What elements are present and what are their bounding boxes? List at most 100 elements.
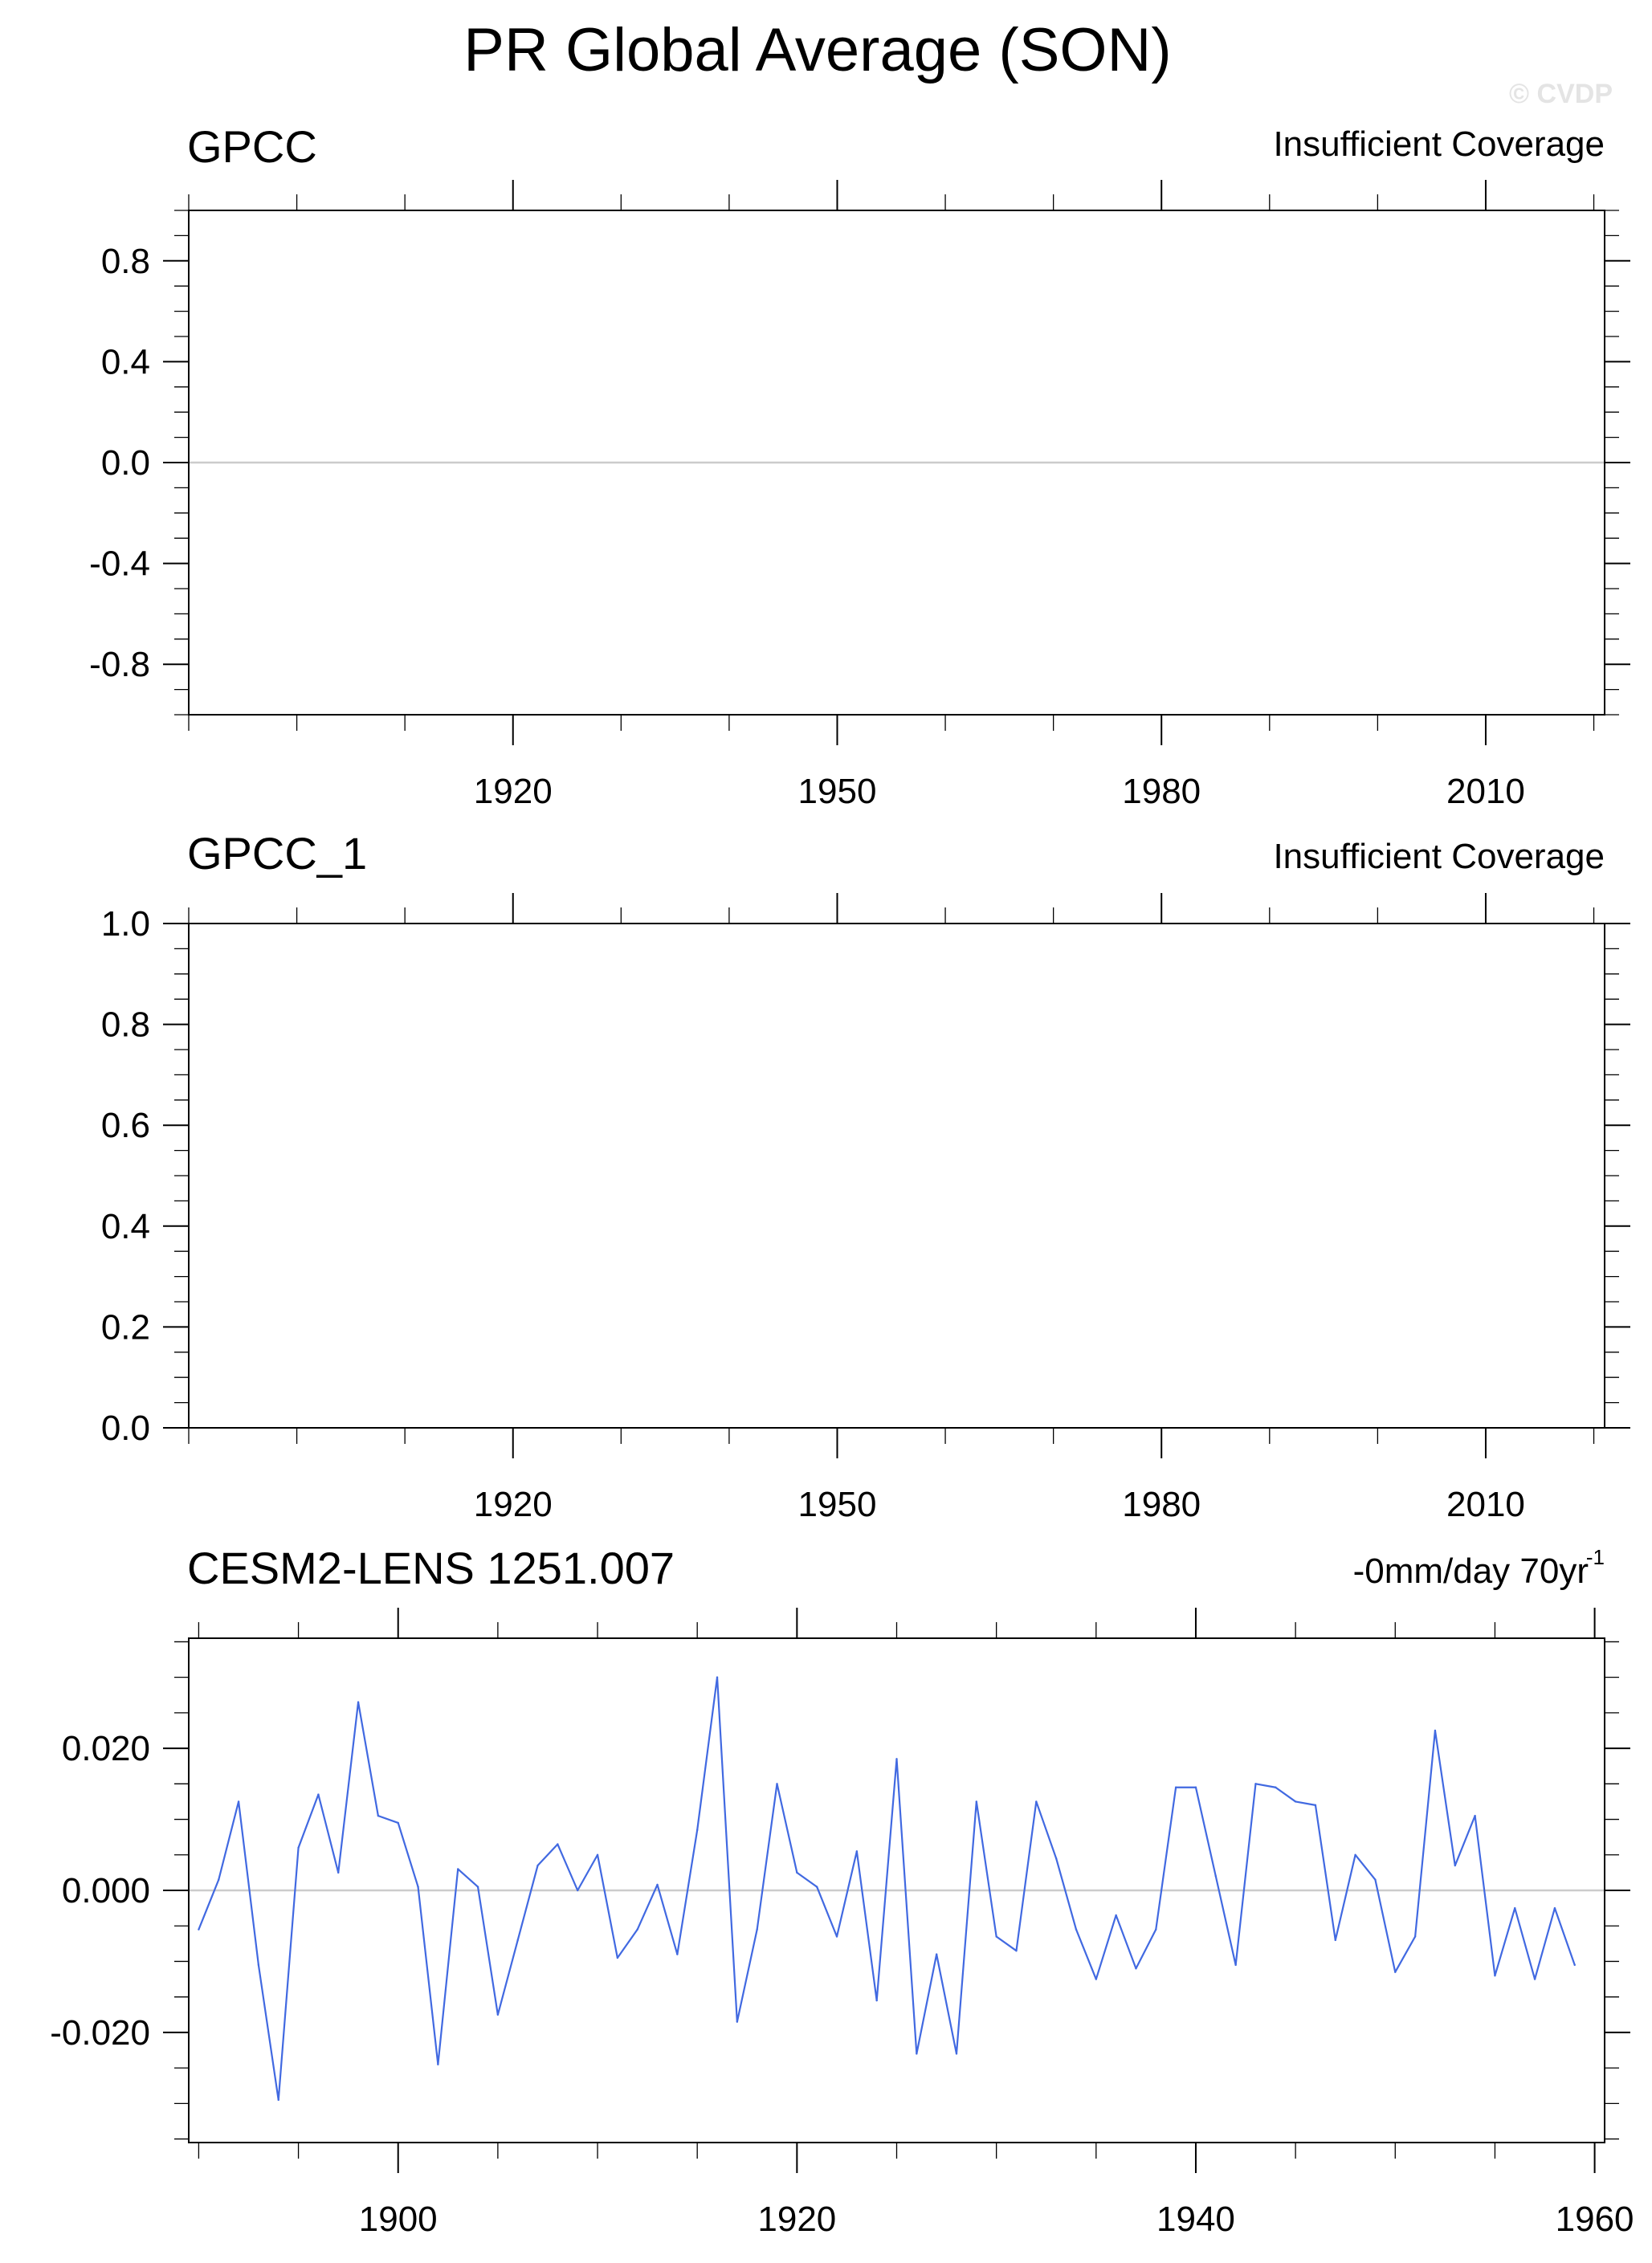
data-point (1474, 1814, 1476, 1817)
panel-right-title-main: -0mm/day 70yr (1353, 1551, 1589, 1591)
y-tick-label: 0.6 (101, 1106, 150, 1145)
data-point (596, 1853, 599, 1856)
panel-right-title: Insufficient Coverage (1273, 837, 1605, 876)
y-tick-label: -0.020 (50, 2013, 150, 2053)
cvdp-watermark: © CVDP (1509, 79, 1613, 109)
data-point (476, 1886, 479, 1888)
data-point (237, 1800, 240, 1803)
data-point (1494, 1974, 1496, 1977)
data-point (995, 1935, 997, 1938)
data-point (496, 2013, 500, 2016)
data-point (796, 1871, 798, 1874)
panel-right-title: Insufficient Coverage (1273, 124, 1605, 164)
panel-gpcc-1: GPCC_1 Insufficient Coverage 1.0 0.8 0.6 0.… (101, 828, 1630, 1524)
data-point (1514, 1906, 1516, 1910)
data-point (776, 1783, 778, 1785)
x-tick-label: 2010 (1446, 1485, 1525, 1524)
data-point (716, 1676, 719, 1678)
data-point (397, 1821, 399, 1825)
data-point (975, 1800, 978, 1803)
data-point (955, 2053, 958, 2055)
y-tick-label: 0.8 (101, 242, 150, 281)
data-point (616, 1956, 619, 1959)
panel-right-title: -0mm/day 70yr (1353, 1551, 1589, 1591)
data-point (1254, 1783, 1257, 1785)
data-point (875, 1999, 878, 2002)
y-tick-label: -0.4 (89, 544, 150, 584)
data-point (457, 1868, 459, 1870)
series-line (198, 1676, 1576, 2102)
data-point (317, 1793, 320, 1796)
data-point (1573, 1963, 1576, 1967)
data-point (417, 1886, 419, 1888)
x-tick-label: 1960 (1556, 2200, 1634, 2239)
data-point (1275, 1786, 1277, 1788)
data-point (1354, 1853, 1356, 1856)
x-tick-label: 1940 (1156, 2200, 1235, 2239)
data-point (1174, 1786, 1177, 1788)
panel-title: GPCC_1 (187, 828, 367, 879)
data-point (437, 2063, 439, 2065)
data-point (1234, 1963, 1237, 1967)
data-point (577, 1889, 579, 1892)
data-point (297, 1846, 300, 1849)
y-tick-label: -0.8 (89, 645, 150, 684)
panel-title: CESM2-LENS 1251.007 (187, 1543, 675, 1593)
data-point (1314, 1804, 1317, 1807)
data-point (198, 1928, 200, 1931)
x-tick-label: 1980 (1122, 772, 1201, 811)
data-point (1374, 1878, 1377, 1881)
data-point (1454, 1864, 1456, 1867)
data-point (1394, 1971, 1397, 1973)
data-point (557, 1843, 559, 1845)
x-tick-label: 1920 (757, 2200, 836, 2239)
data-point (1553, 1906, 1556, 1910)
data-point (536, 1864, 539, 1867)
data-point (1115, 1914, 1117, 1917)
x-tick-label: 1950 (798, 1485, 877, 1524)
data-point (756, 1928, 758, 1931)
data-point (257, 1963, 260, 1967)
x-tick-label: 1950 (798, 772, 877, 811)
data-point (1334, 1939, 1336, 1942)
data-point (1294, 1800, 1297, 1803)
data-point (337, 1871, 340, 1874)
y-tick-label: 0.8 (101, 1005, 150, 1045)
data-point (916, 2053, 918, 2055)
data-point (1413, 1935, 1417, 1938)
data-point (1095, 1978, 1098, 1980)
data-point (1533, 1978, 1536, 1980)
data-point (277, 2098, 279, 2102)
y-tick-label: 0.2 (101, 1307, 150, 1347)
data-point (695, 1829, 699, 1832)
data-point (377, 1814, 380, 1817)
data-point (855, 1850, 859, 1853)
plot-frame (188, 923, 1605, 1429)
data-point (1075, 1928, 1078, 1931)
data-point (1135, 1967, 1137, 1970)
y-tick-label: 0.000 (62, 1871, 150, 1910)
panel-cesm2-lens: CESM2-LENS 1251.007 -0mm/day 70yr -1 0.0… (50, 1543, 1634, 2239)
data-point (357, 1701, 360, 1703)
data-point (1194, 1786, 1197, 1788)
panel-gpcc: GPCC Insufficient Coverage 0.8 0.4 0.0 -0.4… (89, 121, 1630, 811)
y-tick-label: 0.0 (101, 1409, 150, 1448)
data-point (1035, 1800, 1038, 1803)
y-tick-label: 1.0 (101, 904, 150, 944)
y-tick-label: 0.020 (62, 1729, 150, 1768)
x-tick-label: 2010 (1446, 772, 1525, 811)
data-point (736, 2020, 739, 2023)
data-point (1155, 1928, 1157, 1931)
data-point (1015, 1949, 1018, 1952)
data-point (815, 1886, 818, 1888)
x-tick-label: 1980 (1122, 1485, 1201, 1524)
data-point (835, 1935, 838, 1938)
panel-title: GPCC (187, 121, 317, 172)
data-point (935, 1953, 938, 1955)
data-point (516, 1939, 519, 1942)
data-point (1214, 1875, 1217, 1878)
data-point (1434, 1729, 1437, 1732)
x-tick-label: 1920 (474, 772, 553, 811)
data-point (656, 1883, 659, 1886)
